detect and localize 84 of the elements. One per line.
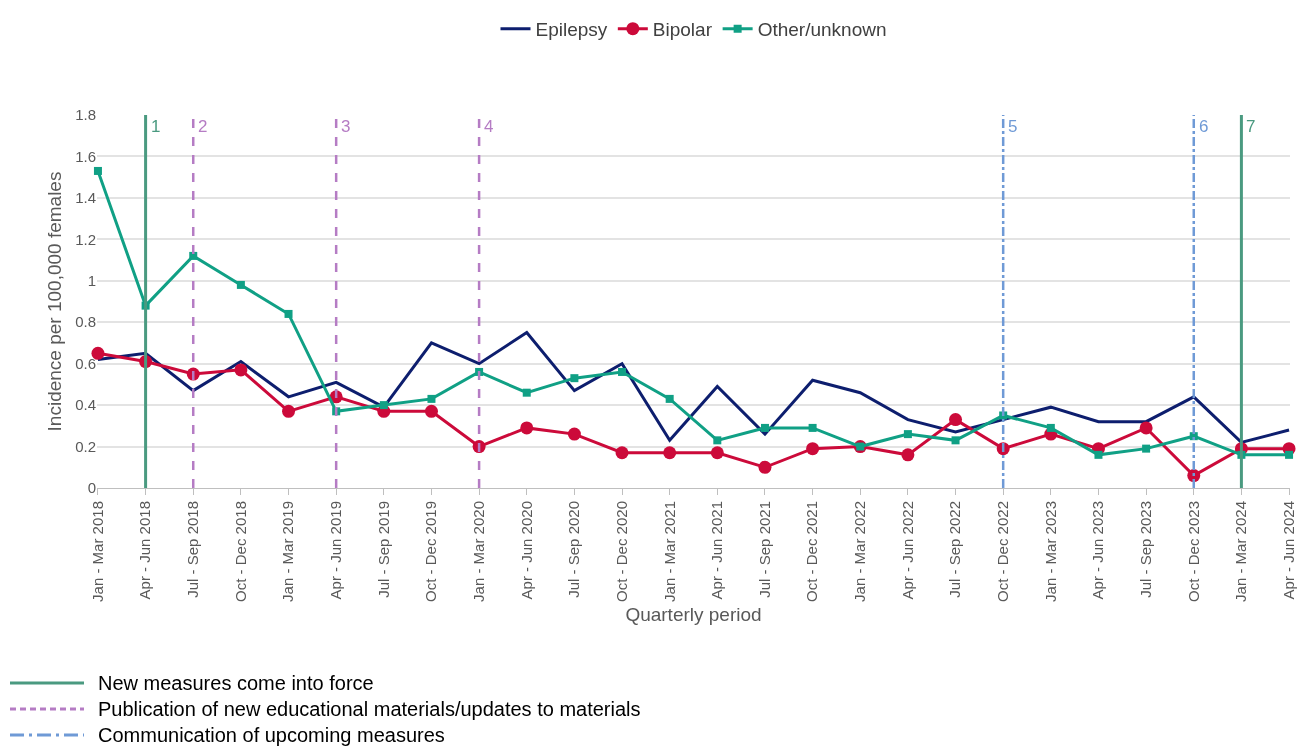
x-tick-label: Jan - Mar 2018: [88, 501, 106, 602]
x-tick-label: Jul - Sep 2018: [184, 501, 202, 598]
point: [665, 394, 674, 403]
x-tick-label: Jan - Mar 2019: [279, 501, 297, 602]
x-tick-label: Jan - Mar 2022: [851, 501, 869, 602]
point: [427, 394, 436, 403]
x-tick-label: Apr - Jun 2021: [708, 501, 726, 600]
y-tick-label: 0.8: [75, 313, 96, 331]
point: [1139, 421, 1153, 435]
point: [284, 309, 293, 318]
point: [951, 436, 960, 445]
point: [236, 280, 245, 289]
point: [189, 251, 198, 260]
point: [520, 421, 534, 435]
x-tick-label: Apr - Jun 2019: [327, 501, 345, 600]
point: [424, 404, 438, 418]
x-axis-title: Quarterly period: [625, 603, 762, 625]
point: [713, 436, 722, 445]
point: [760, 423, 769, 432]
y-tick-label: 1.2: [75, 230, 96, 248]
legend-label: Bipolar: [652, 19, 713, 41]
point: [618, 367, 627, 376]
point: [903, 430, 912, 439]
ref-line-label: 1: [151, 117, 161, 136]
x-tick-label: Oct - Dec 2021: [803, 501, 821, 602]
x-tick-label: Jan - Mar 2021: [660, 501, 678, 602]
point: [567, 427, 581, 441]
x-tick-label: Jan - Mar 2020: [469, 501, 487, 602]
point: [663, 446, 677, 460]
y-tick-label: 1.6: [75, 147, 96, 165]
point: [570, 374, 579, 383]
point: [710, 446, 724, 460]
y-tick-label: 1.8: [75, 106, 96, 124]
point: [522, 388, 531, 397]
x-tick-label: Apr - Jun 2018: [136, 501, 154, 600]
y-tick-label: 1: [87, 272, 96, 290]
ref-line-label: 6: [1199, 117, 1209, 136]
ref-line-label: 3: [341, 117, 351, 136]
y-tick-label: 0.6: [75, 354, 96, 372]
x-tick-label: Apr - Jun 2022: [898, 501, 916, 600]
x-tick-label: Oct - Dec 2020: [612, 501, 630, 602]
ref-line-label: 2: [198, 117, 208, 136]
x-tick-label: Jul - Sep 2022: [946, 501, 964, 598]
legend-label: Epilepsy: [535, 19, 608, 41]
x-tick-label: Jul - Sep 2021: [755, 501, 773, 598]
ref-line-label: 5: [1008, 117, 1018, 136]
point: [615, 446, 629, 460]
point: [1094, 450, 1103, 459]
x-tick-label: Jan - Mar 2023: [1041, 501, 1059, 602]
point: [91, 346, 105, 360]
legend-label: Other/unknown: [757, 19, 887, 41]
point: [234, 363, 248, 377]
text: Communication of upcoming measures: [98, 723, 445, 747]
point: [806, 442, 820, 456]
point: [1142, 444, 1151, 453]
x-tick-label: Jan - Mar 2024: [1232, 501, 1250, 602]
point: [808, 423, 817, 432]
x-tick-label: Oct - Dec 2018: [231, 501, 249, 602]
x-tick-label: Oct - Dec 2022: [994, 501, 1012, 602]
ref-line-label: 7: [1246, 117, 1256, 136]
x-tick-label: Apr - Jun 2024: [1279, 501, 1297, 600]
y-tick-label: 1.4: [75, 189, 96, 207]
x-tick-label: Apr - Jun 2020: [517, 501, 535, 600]
point: [93, 166, 102, 175]
point: [1046, 423, 1055, 432]
y-tick-label: 0.4: [75, 396, 96, 414]
point: [758, 460, 772, 474]
y-tick-label: 0.2: [75, 437, 96, 455]
point: [949, 413, 963, 427]
ref-line-label: 4: [484, 117, 494, 136]
point: [282, 404, 296, 418]
point: [901, 448, 915, 462]
x-tick-label: Jul - Sep 2023: [1136, 501, 1154, 598]
point: [379, 401, 388, 410]
y-tick-label: 0: [87, 479, 96, 497]
point: [1285, 450, 1294, 459]
x-tick-label: Apr - Jun 2023: [1089, 501, 1107, 600]
y-axis-title: Incidence per 100,000 females: [43, 171, 65, 432]
x-tick-label: Jul - Sep 2019: [374, 501, 392, 598]
text: New measures come into force: [98, 671, 374, 695]
x-tick-label: Oct - Dec 2023: [1184, 501, 1202, 602]
text: Publication of new educational materials/updates to materials: [98, 697, 641, 721]
x-tick-label: Oct - Dec 2019: [422, 501, 440, 602]
x-tick-label: Jul - Sep 2020: [565, 501, 583, 598]
